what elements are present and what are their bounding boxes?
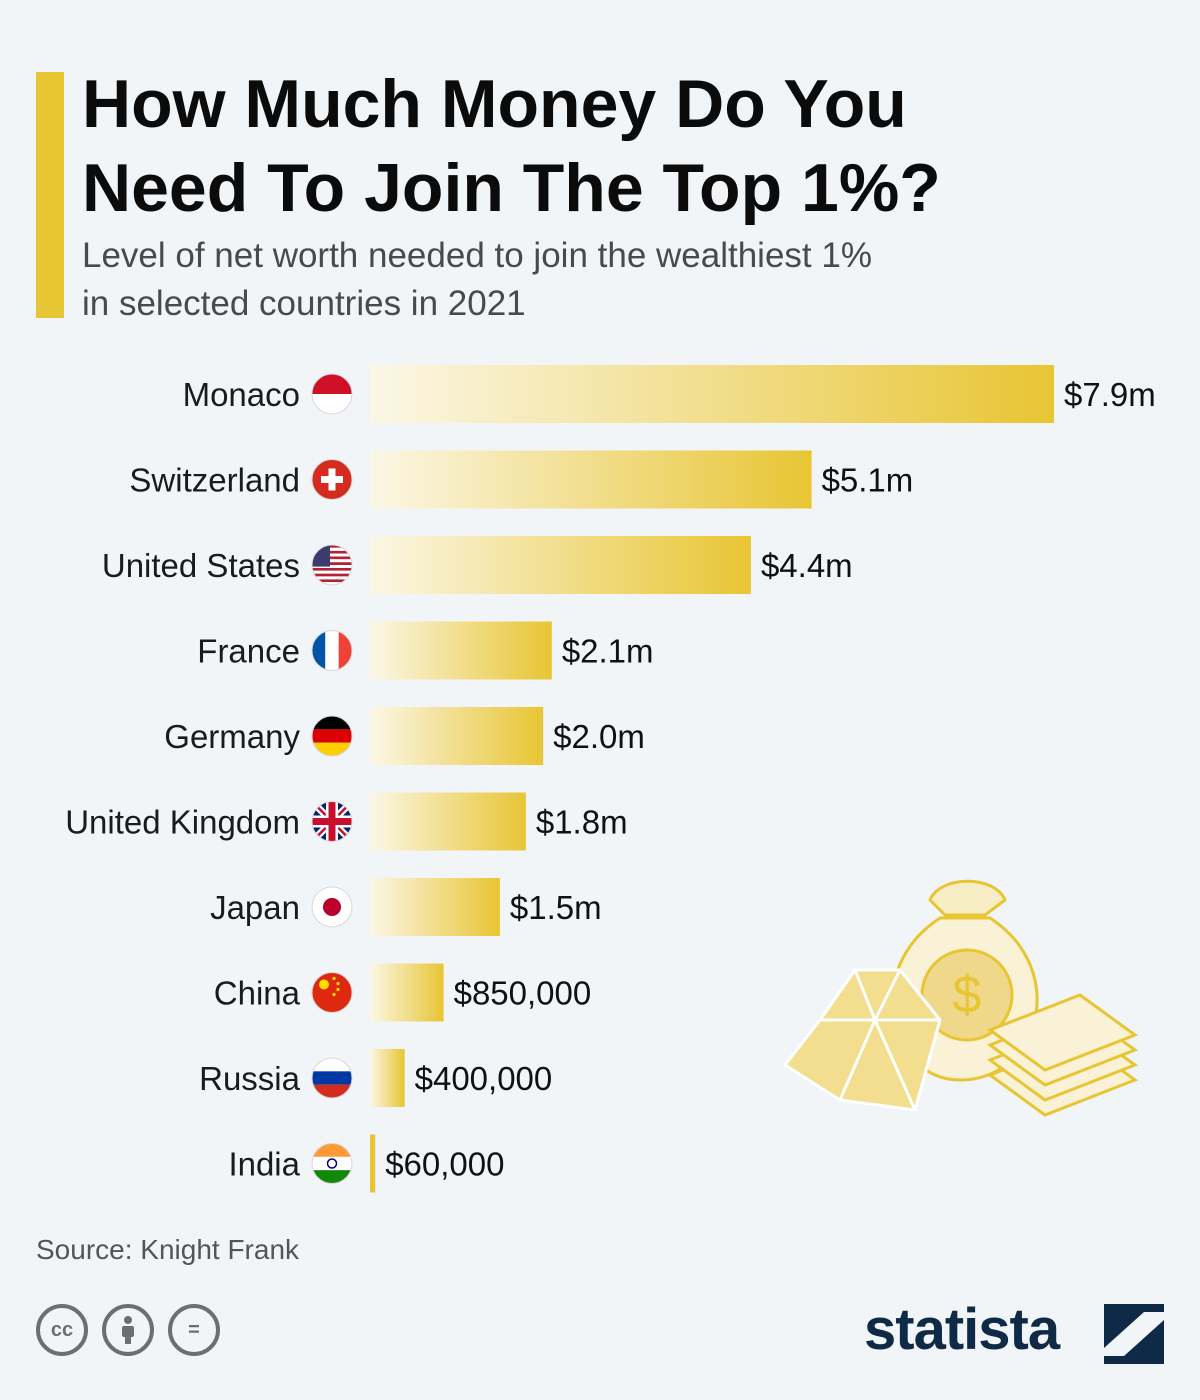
india-flag-icon	[311, 1143, 353, 1184]
source-note: Source: Knight Frank	[36, 1234, 300, 1265]
category-label: United States	[102, 547, 300, 584]
statista-logo[interactable]: statista	[864, 1297, 1060, 1362]
value-label: $7.9m	[1064, 376, 1156, 413]
bar	[370, 536, 751, 594]
russia-flag-icon	[311, 1057, 353, 1099]
bar-row: Germany $2.0m	[164, 707, 645, 765]
category-label: China	[214, 975, 301, 1012]
bar	[370, 1134, 376, 1193]
bar	[370, 1049, 405, 1107]
subtitle-line-1: Level of net worth needed to join the we…	[82, 236, 872, 275]
category-label: Monaco	[183, 376, 300, 413]
statista-mark-icon	[1104, 1304, 1164, 1364]
bar	[370, 450, 812, 509]
creative-commons-icon[interactable]: cc	[36, 1304, 88, 1356]
germany-flag-icon	[311, 715, 353, 757]
value-label: $4.4m	[761, 547, 853, 584]
value-label: $5.1m	[822, 462, 914, 499]
page-title: How Much Money Do You Need To Join The T…	[82, 62, 1142, 230]
category-label: France	[197, 633, 300, 670]
monaco-flag-icon	[311, 373, 353, 415]
bar-row: Monaco $7.9m	[183, 365, 1156, 423]
value-label: $1.5m	[510, 889, 602, 926]
value-label: $2.1m	[562, 633, 654, 670]
title-accent-bar	[36, 72, 64, 318]
bar	[370, 707, 544, 765]
bar	[370, 878, 500, 936]
title-line-2: Need To Join The Top 1%?	[82, 150, 941, 226]
subtitle-line-2: in selected countries in 2021	[82, 284, 526, 323]
value-label: $400,000	[415, 1060, 553, 1097]
category-label: Germany	[164, 718, 300, 755]
svg-text:$: $	[953, 966, 982, 1024]
us-flag-icon	[311, 544, 353, 586]
france-flag-icon	[311, 630, 353, 671]
china-flag-icon	[311, 972, 353, 1013]
money-bag-illustration-icon: $	[783, 879, 1139, 1117]
bar-row: United Kingdom $1.8m	[65, 792, 628, 851]
category-label: India	[228, 1146, 300, 1183]
bar	[370, 792, 526, 851]
bar-row: Japan $1.5m	[210, 878, 602, 936]
title-line-1: How Much Money Do You	[82, 66, 907, 142]
bar-row: India $60,000	[228, 1134, 504, 1193]
category-label: Switzerland	[129, 462, 300, 499]
bar-row: Russia $400,000	[199, 1049, 552, 1107]
value-label: $1.8m	[536, 804, 628, 841]
bar-row: China $850,000	[214, 963, 592, 1022]
japan-flag-icon	[311, 886, 353, 928]
bar-row: Switzerland $5.1m	[129, 450, 914, 509]
value-label: $2.0m	[553, 718, 645, 755]
bar	[370, 365, 1054, 423]
category-label: United Kingdom	[65, 804, 300, 841]
value-label: $850,000	[454, 975, 592, 1012]
category-label: Japan	[210, 889, 300, 926]
bar	[370, 963, 444, 1022]
bar-row: United States $4.4m	[102, 536, 853, 594]
bar	[370, 621, 552, 680]
page-subtitle: Level of net worth needed to join the we…	[82, 232, 1142, 328]
value-label: $60,000	[385, 1146, 504, 1183]
attribution-icon[interactable]	[102, 1304, 154, 1356]
license-icons: cc =	[36, 1304, 220, 1356]
bar-chart: Monaco $7.9m Switzerland $5.1m United States…	[65, 365, 1156, 1193]
bar-row: France $2.1m	[197, 621, 654, 680]
no-derivatives-icon[interactable]: =	[168, 1304, 220, 1356]
category-label: Russia	[199, 1060, 301, 1097]
uk-flag-icon	[311, 801, 353, 842]
switzerland-flag-icon	[311, 459, 353, 500]
